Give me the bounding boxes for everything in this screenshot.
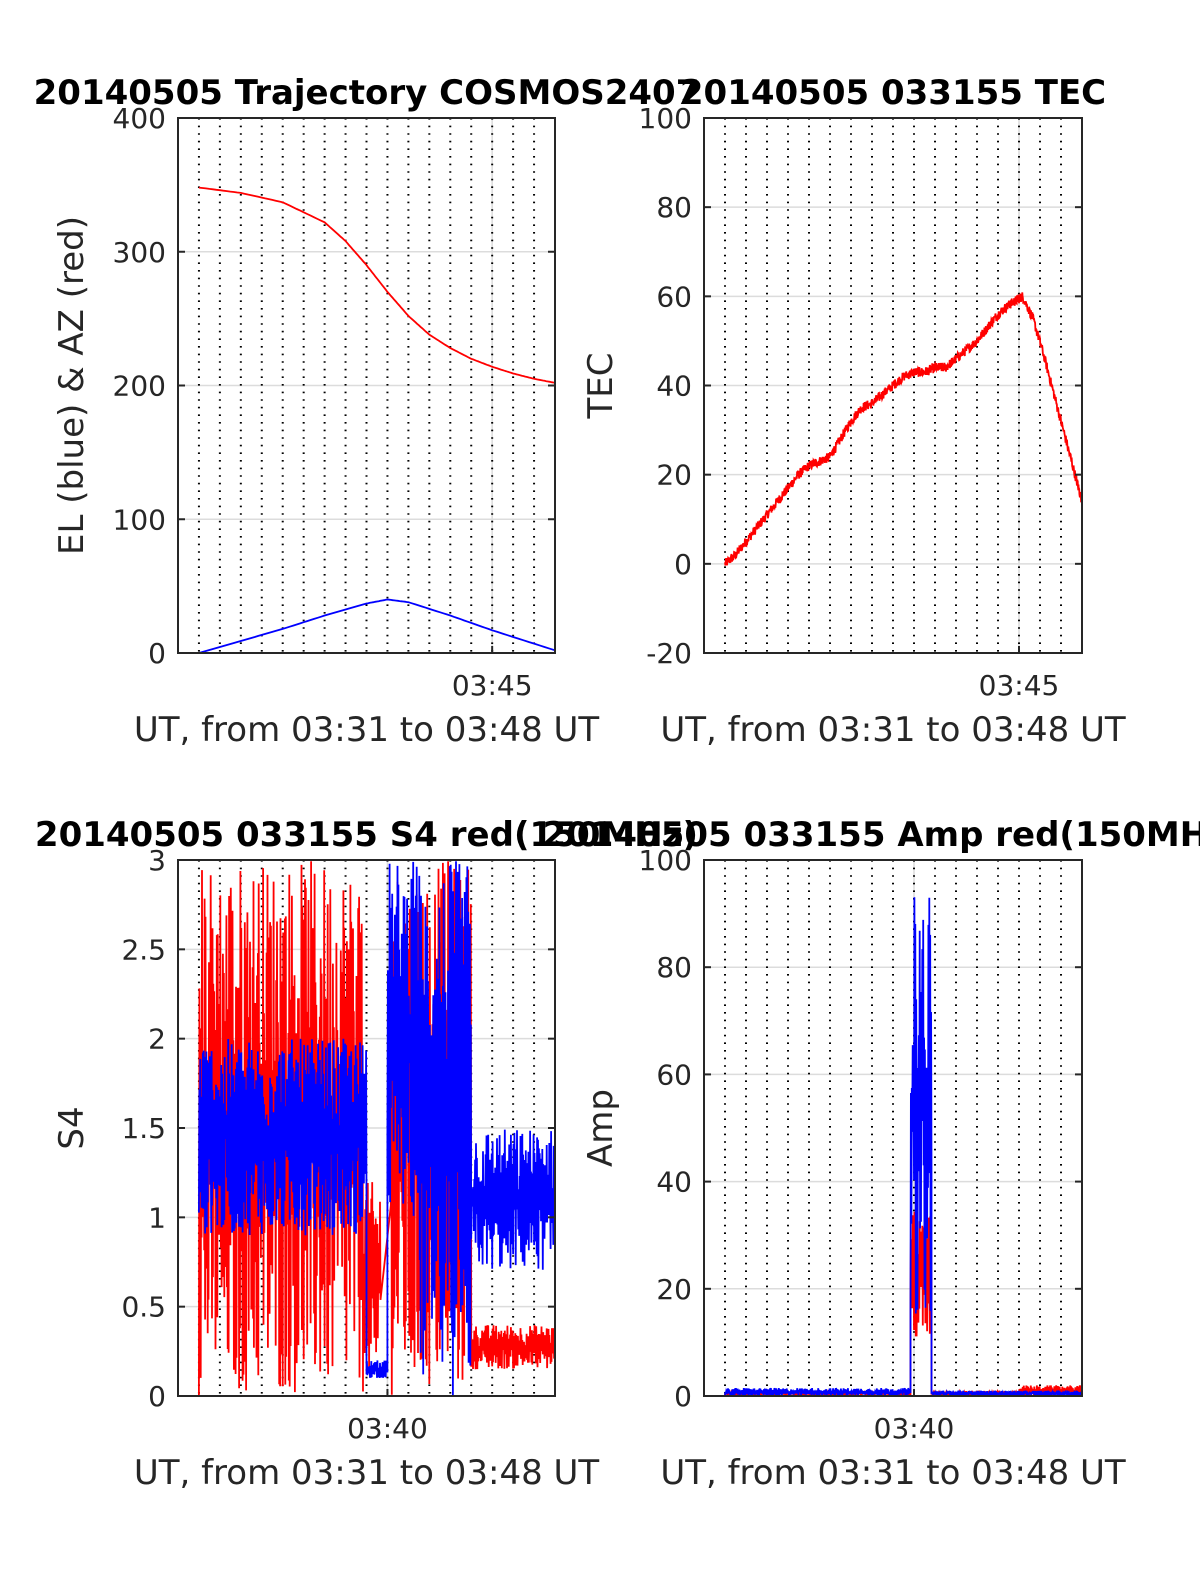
y-tick-label: 0 xyxy=(674,548,692,581)
y-axis-label: EL (blue) & AZ (red) xyxy=(52,216,92,555)
x-axis-label: UT, from 03:31 to 03:48 UT xyxy=(660,710,1126,750)
x-tick-label: 03:45 xyxy=(979,669,1060,702)
y-tick-label: 0 xyxy=(674,1380,692,1413)
y-tick-label: 300 xyxy=(113,236,166,269)
x-axis-label: UT, from 03:31 to 03:48 UT xyxy=(660,1453,1126,1493)
plot-area xyxy=(724,897,1082,1396)
y-tick-label: 80 xyxy=(656,191,692,224)
y-tick-label: 20 xyxy=(656,459,692,492)
y-axis-label: S4 xyxy=(52,1106,92,1149)
y-tick-label: 200 xyxy=(113,370,166,403)
y-tick-label: 0 xyxy=(148,637,166,670)
y-tick-label: 100 xyxy=(113,503,166,536)
y-tick-label: 400 xyxy=(113,102,166,135)
series-2-line xyxy=(198,861,555,1396)
plot-area xyxy=(724,292,1082,566)
series-1-line xyxy=(198,186,555,384)
x-tick-label: 03:40 xyxy=(874,1412,955,1445)
y-tick-label: 2.5 xyxy=(121,933,166,966)
axes-box xyxy=(703,859,1083,1397)
y-tick-label: 1 xyxy=(148,1201,166,1234)
series-1-line xyxy=(724,1211,1082,1396)
series-1-line xyxy=(724,292,1082,566)
y-tick-label: 60 xyxy=(656,1058,692,1091)
y-tick-label: 40 xyxy=(656,1166,692,1199)
y-tick-label: 100 xyxy=(639,102,692,135)
y-tick-label: 1.5 xyxy=(121,1112,166,1145)
y-axis-label: TEC xyxy=(581,353,621,420)
y-tick-label: 0.5 xyxy=(121,1291,166,1324)
x-tick-label: 03:45 xyxy=(452,669,533,702)
y-tick-label: 3 xyxy=(148,844,166,877)
chart-title: 20140505 033155 S4 red(150MHz) xyxy=(35,815,698,855)
y-tick-label: 80 xyxy=(656,951,692,984)
series-1-line xyxy=(198,861,555,1396)
series-2-line xyxy=(198,598,555,653)
chart-2: -20 0 20 40 60 80 100 03:45 20140505 033155 TEC U… xyxy=(581,73,1126,750)
chart-title: 20140505 033155 Amp red(150MHz) xyxy=(542,815,1200,855)
x-axis-label: UT, from 03:31 to 03:48 UT xyxy=(134,1453,600,1493)
y-tick-label: 0 xyxy=(148,1380,166,1413)
x-tick-label: 03:40 xyxy=(347,1412,428,1445)
x-axis-label: UT, from 03:31 to 03:48 UT xyxy=(134,710,600,750)
y-tick-label: 40 xyxy=(656,370,692,403)
plot-area xyxy=(198,861,555,1396)
chart-3: 0 0.5 1 1.5 2 2.5 3 03:40 20140505 033155 S4 red… xyxy=(35,815,698,1493)
y-tick-label: 60 xyxy=(656,280,692,313)
y-axis-label: Amp xyxy=(581,1089,621,1167)
y-tick-label: -20 xyxy=(646,637,692,670)
y-tick-label: 100 xyxy=(639,844,692,877)
chart-4: 0 20 40 60 80 100 03:40 20140505 033155 Amp red… xyxy=(542,815,1200,1493)
plot-area xyxy=(198,186,555,653)
chart-title: 20140505 033155 TEC xyxy=(680,73,1106,113)
chart-title: 20140505 Trajectory COSMOS2407 xyxy=(34,73,700,113)
y-tick-label: 20 xyxy=(656,1273,692,1306)
y-tick-label: 2 xyxy=(148,1023,166,1056)
series-2-line xyxy=(724,897,1082,1396)
